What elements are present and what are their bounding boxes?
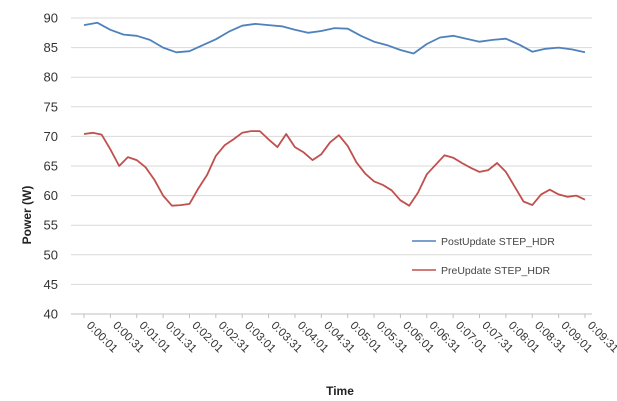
x-axis-ticks: 0:00:010:00:310:01:010:01:310:02:010:02:…: [83, 314, 617, 355]
y-tick-label: 65: [44, 159, 58, 174]
y-tick-label: 60: [44, 188, 58, 203]
y-tick-label: 85: [44, 40, 58, 55]
series-lines: [83, 21, 586, 207]
y-axis-ticks: 40 45 50 55 60 65 70 75 80 85 90: [44, 11, 58, 322]
legend-label-preupdate: PreUpdate STEP_HDR: [441, 265, 551, 277]
gridlines: [71, 17, 592, 315]
series-line-postupdate: [83, 21, 586, 55]
y-tick-label: 55: [44, 218, 58, 233]
y-tick-label: 45: [44, 277, 58, 292]
y-tick-label: 40: [44, 307, 58, 322]
y-axis-title: Power (W): [20, 186, 34, 245]
y-tick-label: 80: [44, 70, 58, 85]
series-line-preupdate: [83, 130, 586, 207]
legend-label-postupdate: PostUpdate STEP_HDR: [441, 236, 555, 248]
y-tick-label: 70: [44, 129, 58, 144]
x-axis-title: Time: [326, 384, 354, 398]
y-tick-label: 75: [44, 99, 58, 114]
y-tick-label: 90: [44, 11, 58, 26]
y-tick-label: 50: [44, 247, 58, 262]
legend: PostUpdate STEP_HDR PreUpdate STEP_HDR: [412, 236, 555, 277]
